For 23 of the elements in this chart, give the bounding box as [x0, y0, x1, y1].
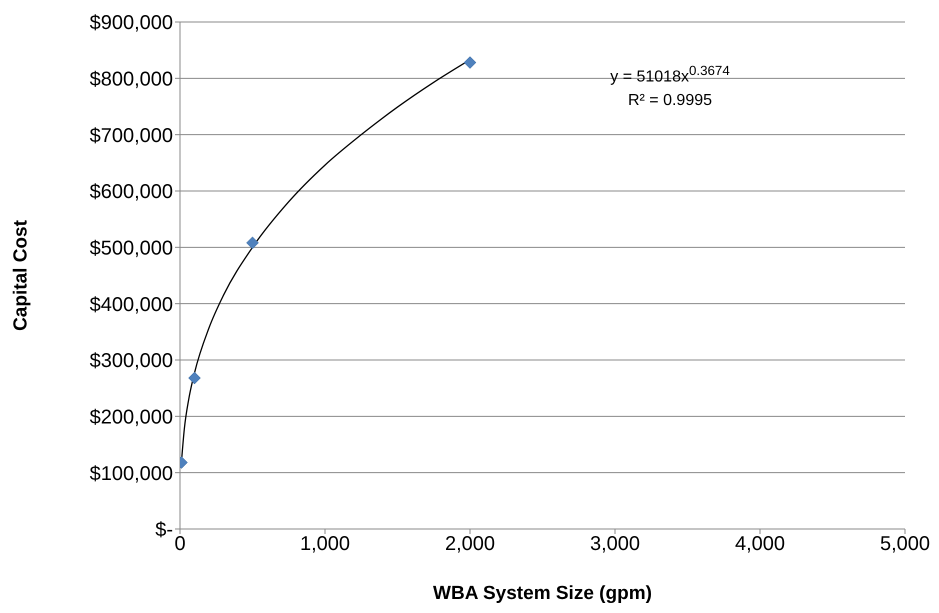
point [246, 236, 259, 250]
annotation: R² = 0.9995 [626, 91, 714, 111]
x-axis-title: WBA System Size (gpm) [433, 583, 652, 604]
point [464, 56, 476, 69]
x-tick-label: 1,000 [300, 533, 350, 556]
y-tick-label: $400,000 [90, 294, 173, 316]
y-tick-label: $300,000 [90, 350, 173, 372]
x-tick-label: 2,000 [444, 533, 496, 556]
x-tick-label: 5,000 [880, 533, 930, 556]
y-axis-title: Capital Cost [10, 219, 32, 331]
y-tick-label: $800,000 [90, 68, 173, 90]
x-tick-label: 0 [174, 533, 186, 556]
x-tick-label: 4,000 [734, 533, 786, 556]
x-tick-label: 3,000 [590, 533, 640, 556]
annotation: y = 51018x$^{0.3674}$ [609, 62, 731, 88]
y-tick-label: $500,000 [90, 237, 173, 260]
y-tick-label: $600,000 [90, 181, 173, 204]
y-tick-label: $700,000 [90, 124, 173, 147]
y-tick-label: $- [155, 519, 173, 542]
y-tick-label: $200,000 [90, 406, 173, 428]
y-tick-label: $100,000 [90, 462, 173, 485]
y-tick-label: $900,000 [90, 12, 173, 34]
point [188, 372, 201, 384]
